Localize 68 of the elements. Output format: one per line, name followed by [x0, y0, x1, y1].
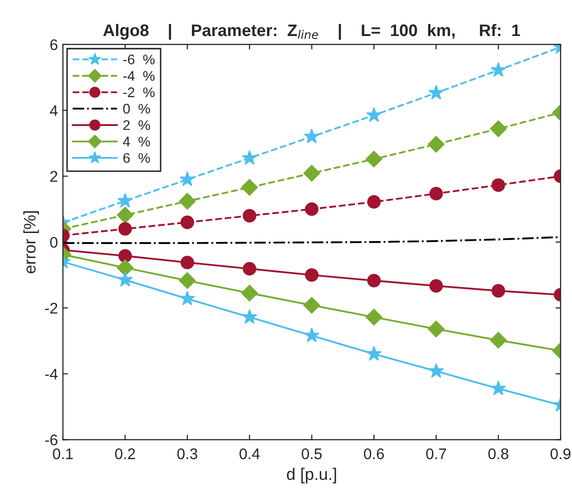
y-tick-label: -4 [45, 368, 58, 380]
y-tick-label: 0 [50, 236, 58, 248]
point [116, 259, 134, 276]
point [241, 284, 258, 302]
y-tick-label: 2 [50, 171, 58, 182]
point [180, 216, 194, 230]
point [180, 171, 196, 186]
point [303, 164, 320, 182]
point [490, 332, 507, 349]
point [490, 120, 507, 138]
point [367, 195, 381, 209]
point [242, 308, 258, 324]
point [428, 320, 445, 338]
point [118, 249, 132, 263]
point [367, 274, 381, 288]
y-tick-label: -2 [45, 302, 58, 314]
point [492, 178, 506, 192]
point [492, 284, 506, 298]
point [118, 222, 132, 236]
point [366, 308, 382, 326]
x-tick-label: 0.8 [488, 448, 508, 460]
point [242, 150, 258, 165]
point [366, 346, 382, 361]
point [242, 208, 256, 222]
point [180, 290, 196, 306]
point [304, 327, 320, 342]
point [241, 179, 258, 196]
point [178, 192, 196, 210]
point [428, 363, 444, 378]
point [490, 62, 506, 77]
y-tick-label: 6 [50, 39, 58, 50]
x-tick-label: 0.7 [426, 448, 446, 460]
chart-title: Algo8 | Parameter: Z$_{line}$ | L= 100 km, Rf: 1 [103, 24, 520, 40]
point [429, 279, 443, 293]
point [242, 262, 256, 276]
point [490, 380, 506, 396]
legend-label: 6 % [123, 153, 150, 163]
x-tick-label: 0.4 [240, 448, 260, 460]
y-axis-title: error [%] [23, 211, 39, 274]
x-tick-label: 0.1 [52, 448, 73, 460]
point [366, 107, 382, 122]
point [304, 128, 320, 144]
legend-label: -6 % [123, 54, 155, 64]
point [178, 272, 196, 289]
y-tick-label: -6 [45, 434, 58, 446]
point [304, 268, 319, 282]
point [428, 136, 445, 153]
legend-label: -2 % [123, 87, 155, 98]
x-tick-label: 0.9 [550, 448, 570, 460]
point [366, 150, 382, 168]
point [429, 186, 443, 200]
point [117, 192, 133, 208]
y-tick-label: 4 [50, 105, 58, 116]
legend-label: -4 % [123, 71, 155, 81]
x-tick-label: 0.5 [302, 448, 322, 460]
point [117, 272, 133, 287]
point [303, 296, 320, 314]
x-tick-label: 0.3 [177, 448, 198, 460]
x-tick-label: 0.2 [115, 448, 135, 460]
legend-label: 0 % [123, 104, 150, 114]
legend-label: 4 % [122, 136, 150, 146]
x-axis-title: d [p.u.] [286, 468, 336, 484]
legend-label: 2 % [123, 120, 150, 130]
point [304, 202, 319, 216]
point [428, 84, 444, 100]
point [116, 206, 134, 224]
point [180, 256, 194, 270]
x-tick-label: 0.6 [364, 448, 384, 460]
